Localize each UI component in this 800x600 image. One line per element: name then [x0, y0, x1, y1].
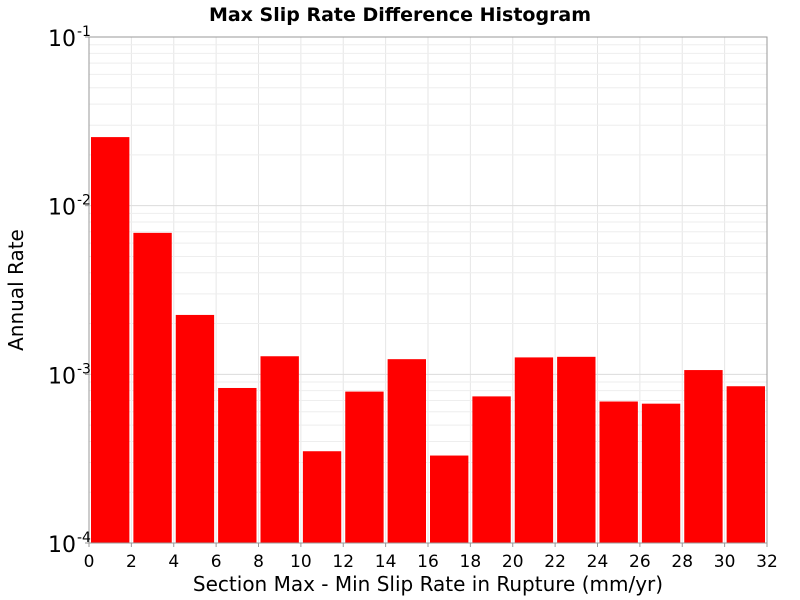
chart-title: Max Slip Rate Difference Histogram [209, 4, 591, 26]
x-tick-label: 14 [375, 552, 397, 572]
x-tick-label: 18 [460, 552, 482, 572]
histogram-bar [599, 401, 638, 543]
histogram-bar [260, 356, 299, 543]
histogram-bar [218, 387, 257, 543]
y-tick-exponent: -1 [77, 24, 91, 40]
histogram-bar [641, 403, 681, 543]
histogram-bar [557, 356, 596, 543]
y-tick-label: 10 [48, 364, 76, 389]
x-axis-label: Section Max - Min Slip Rate in Rupture (… [193, 572, 663, 596]
y-axis-ticks: 10-410-310-210-1 [48, 24, 91, 558]
histogram-bar [430, 455, 469, 543]
histogram-bar [726, 386, 765, 543]
x-tick-label: 28 [671, 552, 693, 572]
histogram-bar [387, 359, 426, 543]
y-tick-label: 10 [48, 196, 76, 221]
y-tick-exponent: -4 [77, 530, 91, 546]
y-tick-exponent: -3 [77, 361, 91, 377]
x-tick-label: 26 [629, 552, 651, 572]
histogram-bar [302, 451, 342, 543]
x-axis-ticks: 0 2 4 6 8 10 12 14 16 18 20 22 24 26 28 30 32 [84, 543, 778, 572]
bars [91, 137, 765, 543]
x-tick-label: 22 [544, 552, 566, 572]
histogram-bar [514, 357, 554, 543]
x-tick-label: 4 [168, 552, 179, 572]
histogram-bar [91, 137, 130, 543]
x-tick-label: 16 [417, 552, 439, 572]
histogram-bar [684, 370, 723, 543]
x-tick-label: 10 [290, 552, 312, 572]
histogram-bar [175, 314, 215, 543]
y-tick-label: 10 [48, 27, 76, 52]
y-tick-exponent: -2 [77, 193, 91, 209]
x-tick-label: 32 [756, 552, 778, 572]
x-tick-label: 20 [502, 552, 524, 572]
x-tick-label: 0 [84, 552, 95, 572]
y-axis-label: Annual Rate [4, 229, 28, 351]
x-tick-label: 6 [211, 552, 222, 572]
histogram-bar [472, 396, 511, 543]
y-tick-label: 10 [48, 533, 76, 558]
x-tick-label: 24 [587, 552, 609, 572]
x-tick-label: 30 [714, 552, 736, 572]
histogram-bar [133, 232, 172, 543]
histogram-bar [345, 391, 384, 543]
x-tick-label: 2 [126, 552, 137, 572]
x-tick-label: 8 [253, 552, 264, 572]
x-tick-label: 12 [332, 552, 354, 572]
